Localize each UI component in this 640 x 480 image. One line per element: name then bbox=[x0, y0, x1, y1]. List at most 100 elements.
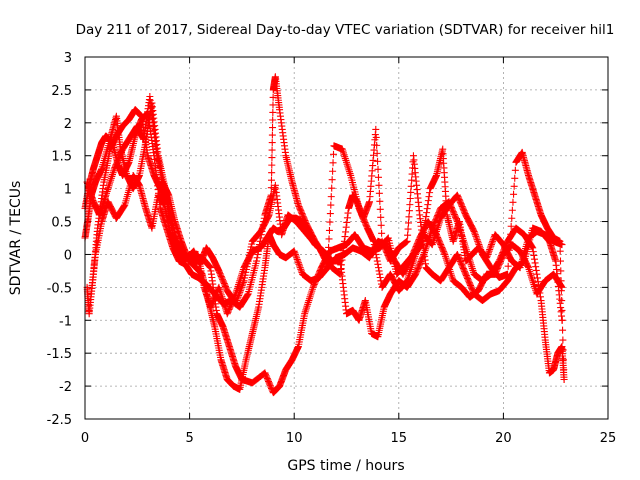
data-point bbox=[294, 257, 302, 265]
data-point bbox=[405, 213, 413, 221]
data-point bbox=[485, 247, 493, 255]
data-point bbox=[558, 316, 566, 324]
data-point bbox=[528, 275, 536, 283]
data-point bbox=[325, 235, 333, 243]
data-point bbox=[342, 228, 350, 236]
data-point bbox=[232, 298, 240, 306]
data-point bbox=[370, 237, 378, 245]
data-point bbox=[346, 170, 354, 178]
data-point bbox=[339, 251, 347, 259]
data-point bbox=[375, 189, 383, 197]
plot-frame bbox=[84, 56, 609, 420]
data-point bbox=[374, 173, 382, 181]
y-tick-label: -0.5 bbox=[47, 281, 72, 296]
data-point bbox=[235, 290, 243, 298]
data-point bbox=[297, 265, 305, 273]
data-point bbox=[296, 264, 304, 272]
data-point bbox=[509, 198, 517, 206]
data-point bbox=[536, 293, 544, 301]
data-point bbox=[477, 246, 485, 254]
data-point bbox=[373, 257, 381, 265]
data-point bbox=[233, 295, 241, 303]
data-point bbox=[558, 297, 566, 305]
data-point bbox=[304, 300, 312, 308]
data-point bbox=[244, 291, 252, 299]
data-point bbox=[371, 247, 379, 255]
data-point bbox=[296, 262, 304, 270]
data-point bbox=[531, 259, 539, 267]
data-point bbox=[233, 297, 241, 305]
data-point bbox=[556, 237, 564, 245]
data-point bbox=[256, 241, 264, 249]
data-point bbox=[475, 241, 483, 249]
y-tick-label: 2.5 bbox=[51, 84, 72, 99]
y-tick-label: 0 bbox=[64, 248, 72, 263]
data-point bbox=[269, 101, 277, 109]
data-point bbox=[325, 226, 333, 234]
data-point bbox=[343, 158, 350, 166]
data-point bbox=[489, 236, 497, 244]
data-point bbox=[557, 267, 565, 275]
data-point bbox=[234, 293, 242, 301]
data-point bbox=[239, 278, 247, 286]
data-point bbox=[508, 214, 516, 222]
data-point bbox=[404, 225, 412, 233]
data-point bbox=[424, 201, 432, 209]
series-track-3 bbox=[81, 73, 566, 324]
data-point bbox=[302, 304, 310, 312]
data-point bbox=[558, 306, 566, 314]
data-point bbox=[292, 252, 300, 260]
data-point bbox=[307, 289, 315, 297]
data-point bbox=[301, 308, 309, 316]
data-point bbox=[529, 244, 537, 252]
data-point bbox=[293, 254, 301, 262]
data-point bbox=[254, 250, 262, 258]
data-point bbox=[327, 201, 335, 209]
data-point bbox=[468, 265, 476, 273]
data-point bbox=[376, 273, 384, 281]
data-point bbox=[269, 108, 277, 116]
data-point bbox=[467, 261, 475, 269]
data-point bbox=[253, 257, 261, 265]
x-tick-labels: 0 5 10 15 20 25 bbox=[81, 431, 616, 446]
data-point bbox=[268, 169, 276, 177]
data-point bbox=[421, 221, 429, 229]
data-point bbox=[533, 274, 541, 282]
data-point bbox=[374, 165, 382, 173]
data-point bbox=[269, 116, 277, 124]
y-tick-label: 1 bbox=[64, 183, 72, 198]
data-point bbox=[405, 207, 413, 215]
y-axis-label: SDTVAR / TECUs bbox=[8, 181, 24, 296]
data-point bbox=[405, 219, 413, 227]
data-point bbox=[533, 270, 541, 278]
data-point bbox=[374, 264, 382, 272]
data-point bbox=[306, 293, 314, 301]
data-point bbox=[376, 197, 384, 205]
data-point bbox=[328, 176, 336, 184]
data-point bbox=[371, 244, 379, 252]
data-point bbox=[239, 280, 247, 288]
data-point bbox=[308, 285, 316, 293]
data-point bbox=[237, 285, 245, 293]
data-point bbox=[255, 244, 263, 252]
data-point bbox=[326, 218, 334, 226]
data-point bbox=[506, 238, 514, 246]
data-point bbox=[342, 156, 350, 164]
data-point bbox=[440, 249, 448, 257]
data-point bbox=[507, 230, 515, 238]
data-point bbox=[232, 300, 240, 308]
data-point bbox=[373, 141, 381, 149]
data-point bbox=[106, 180, 114, 188]
data-point bbox=[268, 161, 276, 169]
data-point bbox=[110, 167, 118, 175]
data-point bbox=[343, 214, 351, 222]
data-point bbox=[526, 269, 534, 277]
x-tick-label: 10 bbox=[286, 431, 303, 446]
data-point bbox=[291, 250, 299, 258]
data-point bbox=[558, 283, 566, 291]
data-point bbox=[556, 247, 564, 255]
data-point bbox=[423, 209, 431, 217]
data-point bbox=[426, 189, 434, 197]
data-point bbox=[345, 168, 353, 176]
data-point bbox=[470, 227, 478, 235]
